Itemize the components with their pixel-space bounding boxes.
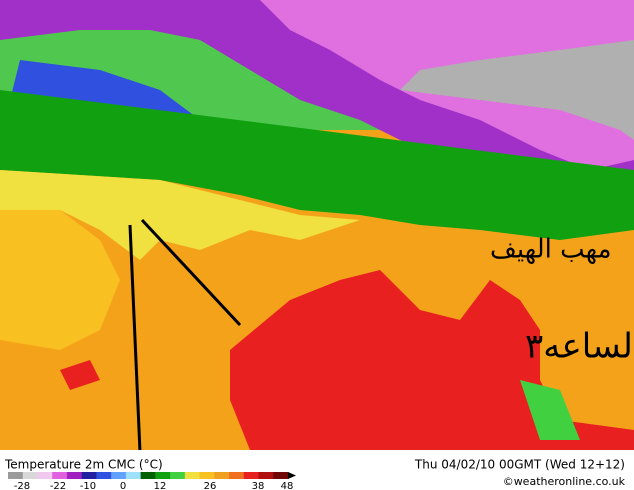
colorbar-tick-label: 12 bbox=[154, 481, 167, 490]
colorbar-segment bbox=[199, 472, 215, 479]
colorbar-tick-label: -28 bbox=[14, 481, 30, 490]
colorbar-segment bbox=[229, 472, 245, 479]
footer bbox=[0, 450, 634, 490]
colorbar-segment bbox=[170, 472, 186, 479]
annotation-text: مهب الهيف bbox=[490, 235, 612, 265]
annotation-line bbox=[128, 224, 142, 453]
region-yellow bbox=[0, 170, 360, 260]
colorbar-tick-label: 0 bbox=[120, 481, 126, 490]
colorbar-segment bbox=[243, 472, 260, 479]
legend-title: Temperature 2m CMC (°C) bbox=[4, 458, 163, 472]
colorbar-tick-label: -10 bbox=[80, 481, 96, 490]
region-red-spot bbox=[60, 360, 100, 390]
colorbar-segment bbox=[22, 472, 38, 479]
colorbar-tick-label: -22 bbox=[50, 481, 66, 490]
colorbar-segment bbox=[111, 472, 127, 479]
timestamp: Thu 04/02/10 00GMT (Wed 12+12) bbox=[414, 458, 625, 472]
colorbar-segment bbox=[184, 472, 201, 479]
colorbar-segment bbox=[214, 472, 230, 479]
credit: ©weatheronline.co.uk bbox=[503, 475, 626, 488]
colorbar-segment bbox=[155, 472, 171, 479]
annotation-line bbox=[140, 218, 242, 327]
colorbar-segment bbox=[66, 472, 83, 479]
region-green-spot bbox=[520, 380, 580, 440]
colorbar-segment bbox=[125, 472, 142, 479]
colorbar-segment bbox=[8, 472, 24, 479]
colorbar-arrow bbox=[288, 472, 296, 479]
colorbar-segment bbox=[258, 472, 274, 479]
colorbar: -28 -22 -10 0 12 26 38 48 bbox=[8, 472, 296, 490]
colorbar-segment bbox=[273, 472, 289, 479]
region-lightorange bbox=[0, 210, 120, 350]
region-darkgreen bbox=[0, 90, 634, 240]
colorbar-tick-label: 26 bbox=[204, 481, 217, 490]
colorbar-segment bbox=[81, 472, 97, 479]
colorbar-tick-label: 38 bbox=[252, 481, 265, 490]
colorbar-tick-label: 48 bbox=[281, 481, 294, 490]
colorbar-segment bbox=[37, 472, 53, 479]
annotation-text: فجر الخميس الساعه٣ bbox=[525, 327, 634, 367]
region-gray bbox=[400, 40, 634, 140]
colorbar-segment bbox=[96, 472, 112, 479]
colorbar-segment bbox=[140, 472, 156, 479]
colorbar-segment bbox=[52, 472, 68, 479]
